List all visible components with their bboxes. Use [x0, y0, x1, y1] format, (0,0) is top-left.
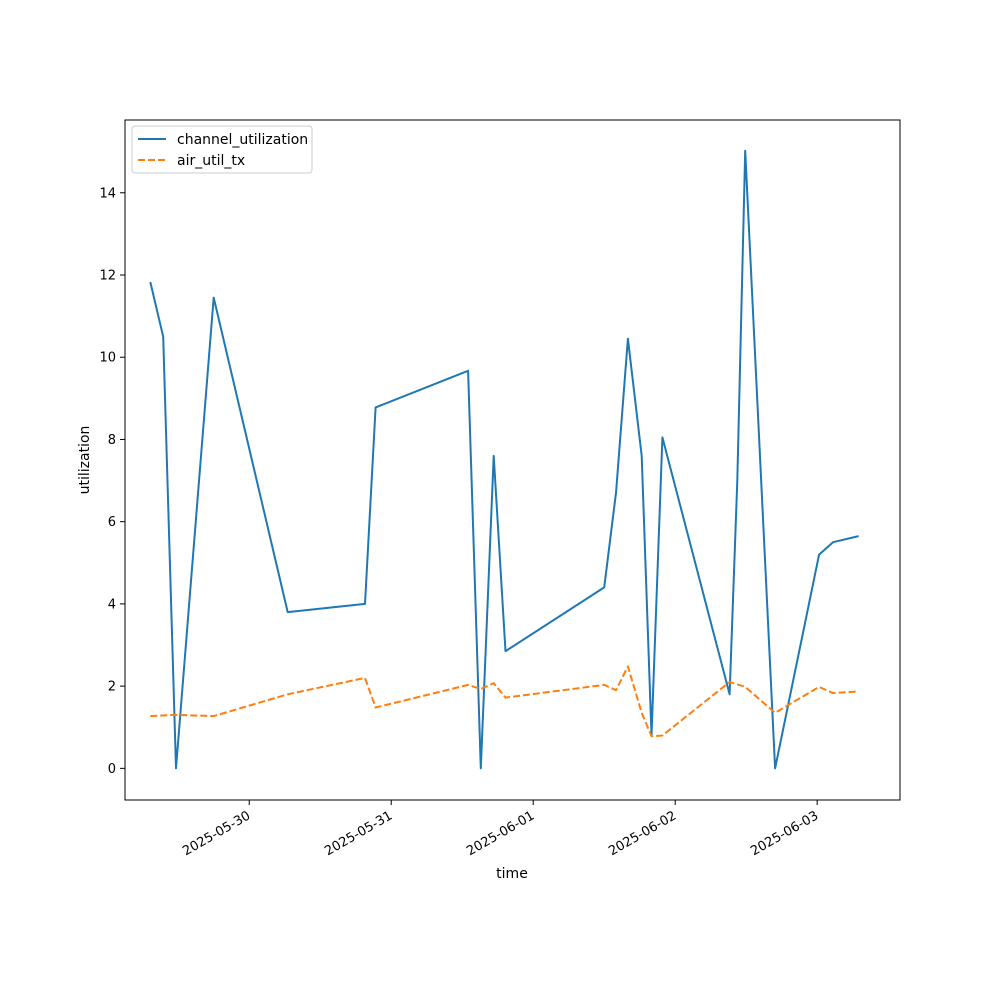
legend-box	[131, 125, 313, 174]
y-tick-label: 0	[108, 762, 116, 777]
legend: channel_utilization air_util_tx	[131, 125, 313, 174]
legend-label-air-util-tx: air_util_tx	[177, 153, 245, 169]
y-tick-label: 14	[99, 186, 116, 201]
plot-frame	[124, 119, 901, 801]
y-tick-label: 10	[99, 351, 116, 366]
y-tick-label: 6	[108, 515, 116, 530]
x-axis-title: time	[496, 866, 528, 882]
y-axis-title: utilization	[77, 426, 93, 495]
series-line-channel-utilization	[149, 149, 859, 770]
y-tick-label: 8	[108, 433, 116, 448]
legend-label-channel-utilization: channel_utilization	[177, 132, 308, 148]
series-line-air-util-tx	[150, 665, 859, 738]
y-tick-label: 2	[108, 680, 116, 695]
plot-area	[125, 120, 900, 800]
series-layer	[149, 149, 859, 770]
y-axis-ticks: 0 2 4 6 8 10 12 14	[99, 186, 125, 777]
y-tick-label: 12	[99, 268, 116, 283]
y-tick-label: 4	[108, 597, 116, 612]
